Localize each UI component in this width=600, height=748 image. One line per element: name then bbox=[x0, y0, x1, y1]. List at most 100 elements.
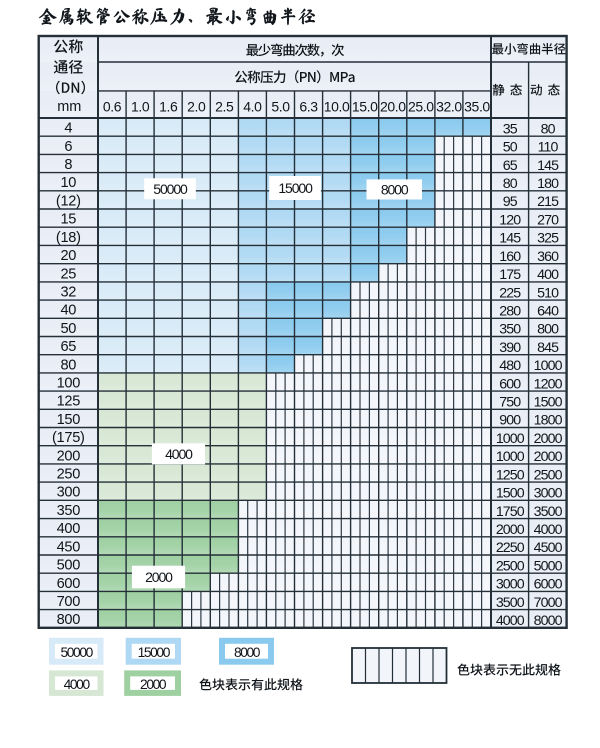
svg-text:95: 95 bbox=[503, 194, 518, 210]
svg-text:150: 150 bbox=[57, 412, 81, 428]
svg-text:3000: 3000 bbox=[496, 577, 525, 593]
svg-text:2500: 2500 bbox=[534, 467, 563, 483]
svg-text:35: 35 bbox=[503, 121, 518, 137]
svg-text:3500: 3500 bbox=[534, 504, 563, 520]
svg-text:8000: 8000 bbox=[534, 613, 563, 629]
svg-text:20: 20 bbox=[60, 248, 76, 264]
svg-text:1.0: 1.0 bbox=[131, 98, 150, 114]
svg-text:40: 40 bbox=[60, 303, 76, 319]
svg-text:(12): (12) bbox=[56, 193, 81, 209]
svg-text:350: 350 bbox=[57, 503, 81, 519]
svg-text:4000: 4000 bbox=[534, 522, 563, 538]
svg-text:80: 80 bbox=[541, 121, 556, 137]
svg-text:750: 750 bbox=[499, 395, 521, 411]
svg-text:50000: 50000 bbox=[61, 645, 94, 660]
svg-text:215: 215 bbox=[537, 194, 559, 210]
svg-text:1000: 1000 bbox=[534, 358, 563, 374]
svg-text:180: 180 bbox=[537, 176, 559, 192]
svg-text:35.0: 35.0 bbox=[464, 98, 490, 114]
svg-text:390: 390 bbox=[499, 340, 521, 356]
svg-text:8000: 8000 bbox=[381, 182, 409, 198]
svg-text:32.0: 32.0 bbox=[436, 98, 462, 114]
svg-text:15000: 15000 bbox=[138, 645, 171, 660]
svg-text:50000: 50000 bbox=[153, 181, 188, 197]
svg-text:280: 280 bbox=[499, 304, 521, 320]
svg-text:2000: 2000 bbox=[145, 569, 173, 585]
svg-text:50: 50 bbox=[60, 321, 76, 337]
svg-text:600: 600 bbox=[57, 576, 81, 592]
svg-text:125: 125 bbox=[57, 394, 81, 410]
svg-text:25.0: 25.0 bbox=[408, 98, 434, 114]
svg-text:1000: 1000 bbox=[496, 431, 525, 447]
svg-text:8: 8 bbox=[64, 157, 72, 173]
svg-text:2000: 2000 bbox=[534, 431, 563, 447]
svg-text:700: 700 bbox=[57, 594, 81, 610]
svg-text:800: 800 bbox=[537, 322, 559, 338]
svg-text:225: 225 bbox=[499, 285, 521, 301]
svg-text:5000: 5000 bbox=[534, 558, 563, 574]
svg-text:32: 32 bbox=[60, 285, 76, 301]
svg-text:15.0: 15.0 bbox=[352, 98, 378, 114]
svg-text:1750: 1750 bbox=[496, 504, 525, 520]
svg-text:80: 80 bbox=[60, 357, 76, 373]
svg-text:10.0: 10.0 bbox=[324, 98, 350, 114]
svg-text:200: 200 bbox=[57, 448, 81, 464]
svg-text:2000: 2000 bbox=[140, 677, 167, 692]
svg-text:325: 325 bbox=[537, 231, 559, 247]
svg-text:(175): (175) bbox=[52, 430, 85, 446]
svg-text:250: 250 bbox=[57, 467, 81, 483]
svg-text:300: 300 bbox=[57, 485, 81, 501]
svg-text:120: 120 bbox=[499, 212, 521, 228]
svg-text:2000: 2000 bbox=[496, 522, 525, 538]
svg-text:175: 175 bbox=[499, 267, 521, 283]
svg-text:15: 15 bbox=[60, 212, 76, 228]
svg-text:3500: 3500 bbox=[496, 595, 525, 611]
svg-text:5.0: 5.0 bbox=[271, 98, 290, 114]
svg-text:160: 160 bbox=[499, 249, 521, 265]
svg-text:4000: 4000 bbox=[165, 446, 193, 462]
svg-text:2250: 2250 bbox=[496, 540, 525, 556]
svg-text:50: 50 bbox=[503, 140, 518, 156]
svg-text:845: 845 bbox=[537, 340, 559, 356]
svg-text:8000: 8000 bbox=[234, 645, 261, 660]
svg-text:2000: 2000 bbox=[534, 449, 563, 465]
svg-text:2.0: 2.0 bbox=[187, 98, 206, 114]
svg-text:6: 6 bbox=[64, 139, 72, 155]
svg-text:6000: 6000 bbox=[534, 577, 563, 593]
svg-text:600: 600 bbox=[499, 376, 521, 392]
svg-text:1500: 1500 bbox=[496, 486, 525, 502]
svg-text:mm: mm bbox=[57, 99, 81, 115]
svg-text:270: 270 bbox=[537, 212, 559, 228]
svg-text:145: 145 bbox=[537, 158, 559, 174]
svg-text:1.6: 1.6 bbox=[159, 98, 178, 114]
svg-text:500: 500 bbox=[57, 558, 81, 574]
svg-text:(18): (18) bbox=[56, 230, 81, 246]
svg-text:4.0: 4.0 bbox=[243, 98, 262, 114]
svg-text:6.3: 6.3 bbox=[299, 98, 318, 114]
svg-text:25: 25 bbox=[60, 266, 76, 282]
svg-text:1800: 1800 bbox=[534, 413, 563, 429]
svg-text:7000: 7000 bbox=[534, 595, 563, 611]
svg-text:10: 10 bbox=[60, 175, 76, 191]
svg-text:100: 100 bbox=[57, 376, 81, 392]
svg-text:1500: 1500 bbox=[534, 395, 563, 411]
svg-text:800: 800 bbox=[57, 612, 81, 628]
svg-text:350: 350 bbox=[499, 322, 521, 338]
svg-text:4000: 4000 bbox=[496, 613, 525, 629]
svg-text:360: 360 bbox=[537, 249, 559, 265]
svg-text:2500: 2500 bbox=[496, 558, 525, 574]
svg-text:4000: 4000 bbox=[64, 677, 91, 692]
svg-text:145: 145 bbox=[499, 231, 521, 247]
svg-text:65: 65 bbox=[503, 158, 518, 174]
svg-text:4: 4 bbox=[64, 121, 72, 137]
svg-text:400: 400 bbox=[57, 521, 81, 537]
svg-text:450: 450 bbox=[57, 539, 81, 555]
svg-text:110: 110 bbox=[538, 140, 559, 156]
svg-text:400: 400 bbox=[537, 267, 559, 283]
svg-text:480: 480 bbox=[499, 358, 521, 374]
svg-text:1200: 1200 bbox=[534, 376, 563, 392]
svg-text:1250: 1250 bbox=[496, 467, 525, 483]
svg-text:0.6: 0.6 bbox=[103, 98, 122, 114]
svg-text:1000: 1000 bbox=[496, 449, 525, 465]
svg-text:20.0: 20.0 bbox=[380, 98, 406, 114]
